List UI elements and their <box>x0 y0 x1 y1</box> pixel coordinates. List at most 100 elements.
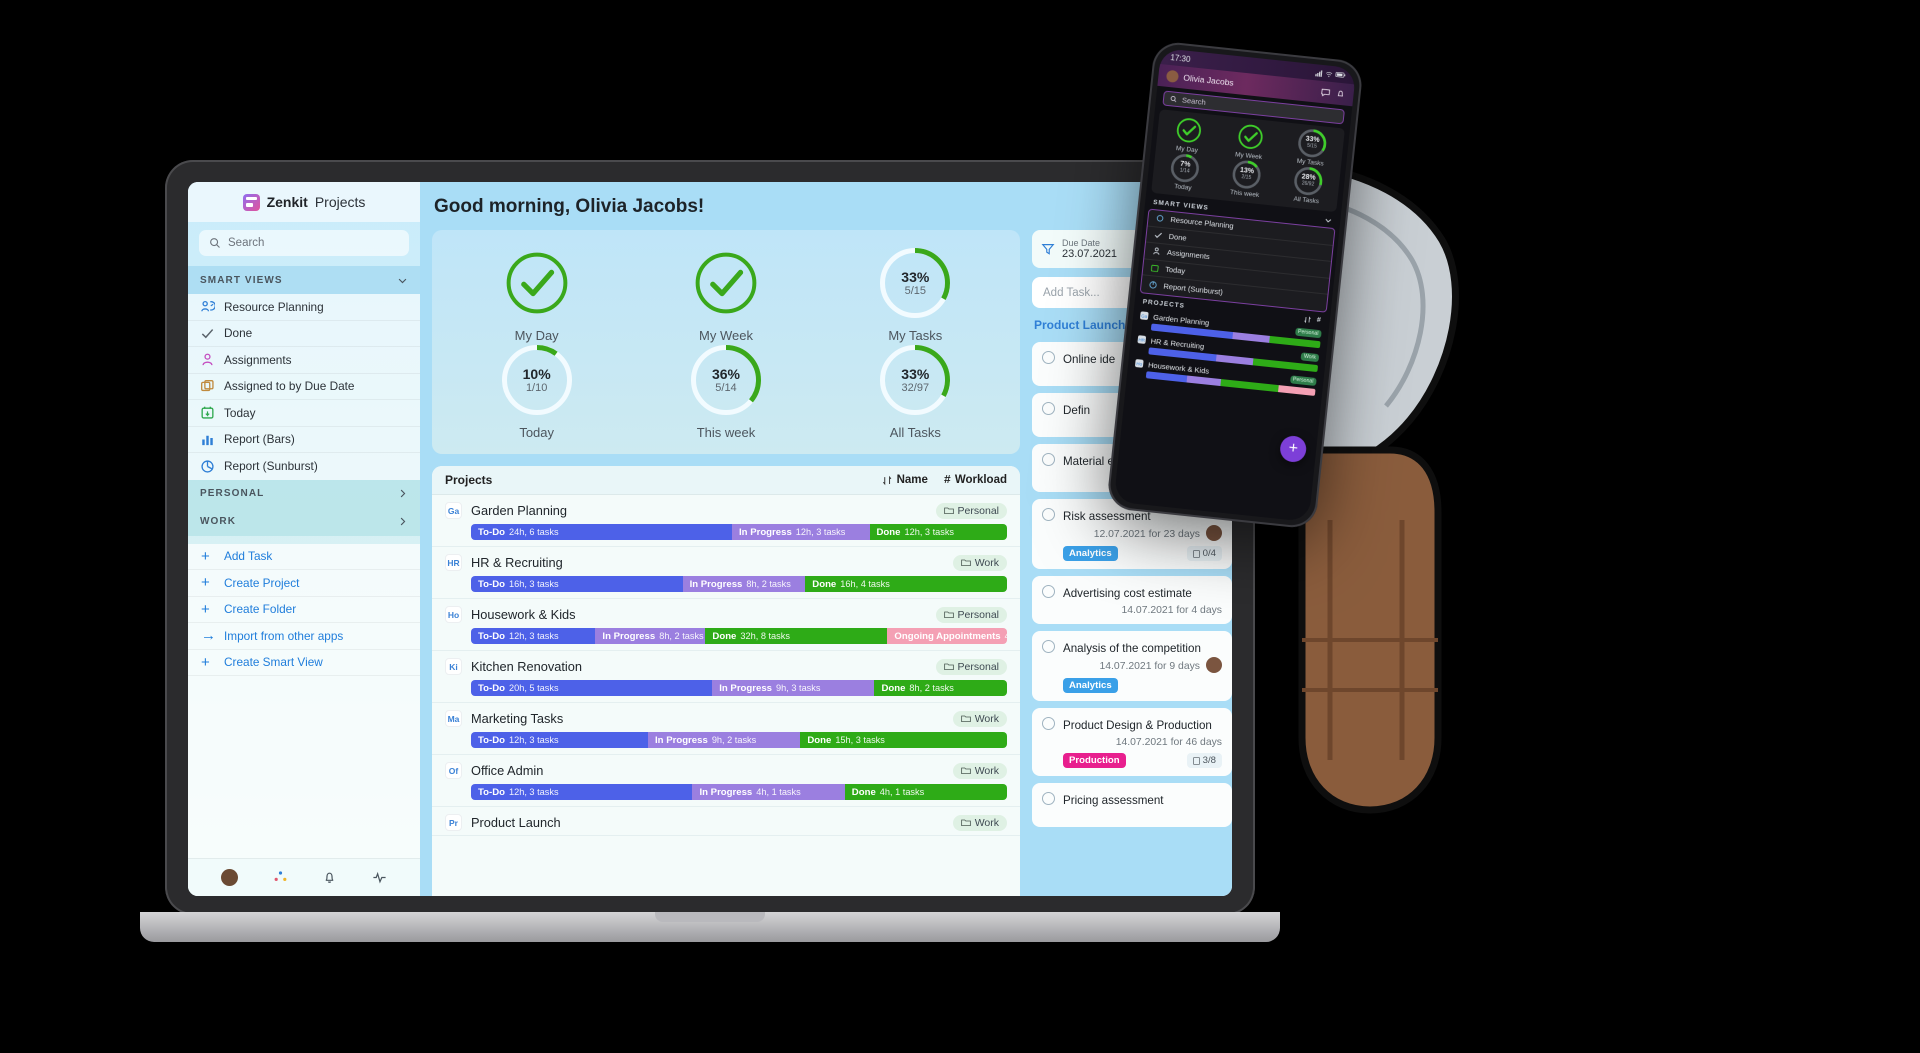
folder-chip[interactable]: Work <box>952 814 1007 831</box>
bell-icon[interactable] <box>322 870 337 885</box>
task-complete-toggle[interactable] <box>1042 453 1055 466</box>
add-task-button[interactable]: + Add Task <box>188 544 420 570</box>
table-row[interactable]: Ho Housework & Kids Personal To-Do 12h, 3 ta… <box>432 599 1020 651</box>
phone-stat-ring-my-day[interactable]: My Day <box>1156 113 1222 156</box>
add-fab-button[interactable]: + <box>1278 434 1308 464</box>
workload-segment[interactable] <box>1277 384 1316 396</box>
list-item[interactable]: Product Design & Production 14.07.2021 fo… <box>1032 708 1232 776</box>
import-from-other-apps-button[interactable]: → Import from other apps <box>188 623 420 650</box>
sidebar-item-assigned-to-by-due-date[interactable]: Assigned to by Due Date <box>188 374 420 400</box>
workload-segment[interactable] <box>1186 374 1221 386</box>
list-item[interactable]: Analysis of the competition 14.07.2021 fo… <box>1032 631 1232 701</box>
sidebar-section-work[interactable]: WORK <box>188 507 420 536</box>
create-folder-button[interactable]: + Create Folder <box>188 597 420 623</box>
folder-chip[interactable]: Personal <box>935 606 1007 623</box>
chat-icon[interactable] <box>1320 87 1331 98</box>
phone-sidebar-item-resource-planning[interactable]: Resource Planning <box>1147 209 1335 246</box>
task-complete-toggle[interactable] <box>1042 402 1055 415</box>
stat-ring-my-day[interactable]: My Day <box>442 248 631 343</box>
table-row[interactable]: Pr Product Launch Work <box>432 807 1020 836</box>
folder-chip[interactable]: Work <box>952 762 1007 779</box>
task-complete-toggle[interactable] <box>1042 717 1055 730</box>
phone-sidebar-item-assignments[interactable]: Assignments <box>1144 242 1331 279</box>
table-row[interactable]: HR HR & Recruiting Work To-Do 16h, 3 tasks In… <box>432 547 1020 599</box>
table-row[interactable]: Ma Marketing Tasks Work To-Do 12h, 3 tasks In… <box>432 703 1020 755</box>
sidebar-section-personal[interactable]: PERSONAL <box>188 479 420 508</box>
workload-segment[interactable]: To-Do 16h, 3 tasks <box>471 576 683 592</box>
avatar[interactable] <box>1206 657 1222 673</box>
workload-segment[interactable]: In Progress 8h, 2 tasks <box>595 628 706 644</box>
hash-icon[interactable]: # <box>1316 316 1323 325</box>
avatar[interactable] <box>221 869 239 886</box>
sort-by-name-control[interactable]: Name <box>882 474 928 486</box>
phone-stat-ring-today[interactable]: 7% 1/14 Today <box>1152 151 1218 194</box>
table-row[interactable]: Ga Garden Planning Personal To-Do 24h, 6 tas… <box>432 495 1020 547</box>
workload-segment[interactable]: Done 4h, 1 tasks <box>844 784 1007 800</box>
workload-segment[interactable]: Done 8h, 2 tasks <box>874 680 1007 696</box>
workload-segment[interactable]: Ongoing Appointments 4h, 2 tasks <box>887 628 1007 644</box>
status-badge[interactable]: Production <box>1063 753 1126 768</box>
folder-chip[interactable]: Personal <box>1294 327 1322 339</box>
sidebar-item-report-sunburst[interactable]: Report (Sunburst) <box>188 453 420 480</box>
stat-ring-my-tasks[interactable]: 33% 5/15 My Tasks <box>821 248 1010 343</box>
sidebar-item-today[interactable]: Today <box>188 400 420 427</box>
workload-segment[interactable] <box>1215 353 1254 365</box>
phone-stat-ring-my-tasks[interactable]: 33% 5/15 My Tasks <box>1279 126 1345 169</box>
workload-segment[interactable]: In Progress 12h, 3 tasks <box>732 524 870 540</box>
sort-icon[interactable] <box>1303 315 1312 324</box>
apps-icon[interactable] <box>273 870 288 885</box>
folder-chip[interactable]: Work <box>952 710 1007 727</box>
chevron-down-icon[interactable] <box>397 275 408 286</box>
bell-icon[interactable] <box>1335 88 1346 99</box>
workload-segment[interactable]: To-Do 24h, 6 tasks <box>471 524 732 540</box>
task-complete-toggle[interactable] <box>1042 351 1055 364</box>
workload-segment[interactable] <box>1231 331 1270 343</box>
task-complete-toggle[interactable] <box>1042 640 1055 653</box>
task-complete-toggle[interactable] <box>1042 792 1055 805</box>
sidebar-item-resource-planning[interactable]: Resource Planning <box>188 294 420 321</box>
activity-icon[interactable] <box>372 870 387 885</box>
workload-segment[interactable]: Done 16h, 4 tasks <box>805 576 1007 592</box>
status-badge[interactable]: Analytics <box>1063 678 1118 693</box>
workload-segment[interactable]: Done 32h, 8 tasks <box>705 628 888 644</box>
folder-chip[interactable]: Work <box>1300 352 1320 363</box>
phone-stat-ring-this-week[interactable]: 13% 2/15 This week <box>1213 157 1279 200</box>
chevron-right-icon[interactable] <box>397 516 408 527</box>
phone-sidebar-item-report-sunburst[interactable]: Report (Sunburst) <box>1141 275 1328 311</box>
workload-segment[interactable]: To-Do 20h, 5 tasks <box>471 680 713 696</box>
sidebar-item-assignments[interactable]: Assignments <box>188 347 420 374</box>
phone-sidebar-item-today[interactable]: Today <box>1142 258 1330 295</box>
avatar[interactable] <box>1206 525 1222 541</box>
status-badge[interactable]: Analytics <box>1063 546 1118 561</box>
sidebar-item-done[interactable]: Done <box>188 321 420 347</box>
workload-control[interactable]: # Workload <box>944 474 1007 487</box>
sidebar-item-report-bars[interactable]: Report (Bars) <box>188 427 420 453</box>
table-row[interactable]: Ki Kitchen Renovation Personal To-Do 20h, 5 … <box>432 651 1020 703</box>
search-input[interactable]: Search <box>199 230 409 256</box>
folder-chip[interactable]: Personal <box>935 502 1007 519</box>
chevron-down-icon[interactable] <box>1324 216 1333 225</box>
workload-segment[interactable]: To-Do 12h, 3 tasks <box>471 628 596 644</box>
stat-ring-all-tasks[interactable]: 33% 32/97 All Tasks <box>821 345 1010 440</box>
create-smart-view-button[interactable]: + Create Smart View <box>188 650 420 676</box>
avatar[interactable] <box>1165 69 1180 83</box>
phone-sidebar-item-done[interactable]: Done <box>1145 226 1333 262</box>
create-project-button[interactable]: + Create Project <box>188 570 420 597</box>
stat-ring-today[interactable]: 10% 1/10 Today <box>442 345 631 440</box>
workload-segment[interactable]: In Progress 8h, 2 tasks <box>682 576 806 592</box>
folder-chip[interactable]: Personal <box>935 658 1007 675</box>
phone-section-smart-views[interactable]: SMART VIEWS <box>1145 192 1342 228</box>
workload-segment[interactable]: In Progress 9h, 3 tasks <box>712 680 875 696</box>
task-complete-toggle[interactable] <box>1042 585 1055 598</box>
phone-search-input[interactable]: Search <box>1162 90 1345 125</box>
workload-segment[interactable]: In Progress 4h, 1 tasks <box>692 784 845 800</box>
list-item[interactable]: Pricing assessment <box>1032 783 1232 827</box>
folder-chip[interactable]: Work <box>952 554 1007 571</box>
task-complete-toggle[interactable] <box>1042 508 1055 521</box>
stat-ring-this-week[interactable]: 36% 5/14 This week <box>631 345 820 440</box>
sidebar-section-smart-views[interactable]: SMART VIEWS <box>188 266 420 294</box>
table-row[interactable]: Of Office Admin Work To-Do 12h, 3 tasks In Pr… <box>432 755 1020 807</box>
stat-ring-my-week[interactable]: My Week <box>631 248 820 343</box>
workload-segment[interactable]: Done 12h, 3 tasks <box>869 524 1007 540</box>
workload-segment[interactable]: In Progress 9h, 2 tasks <box>648 732 801 748</box>
